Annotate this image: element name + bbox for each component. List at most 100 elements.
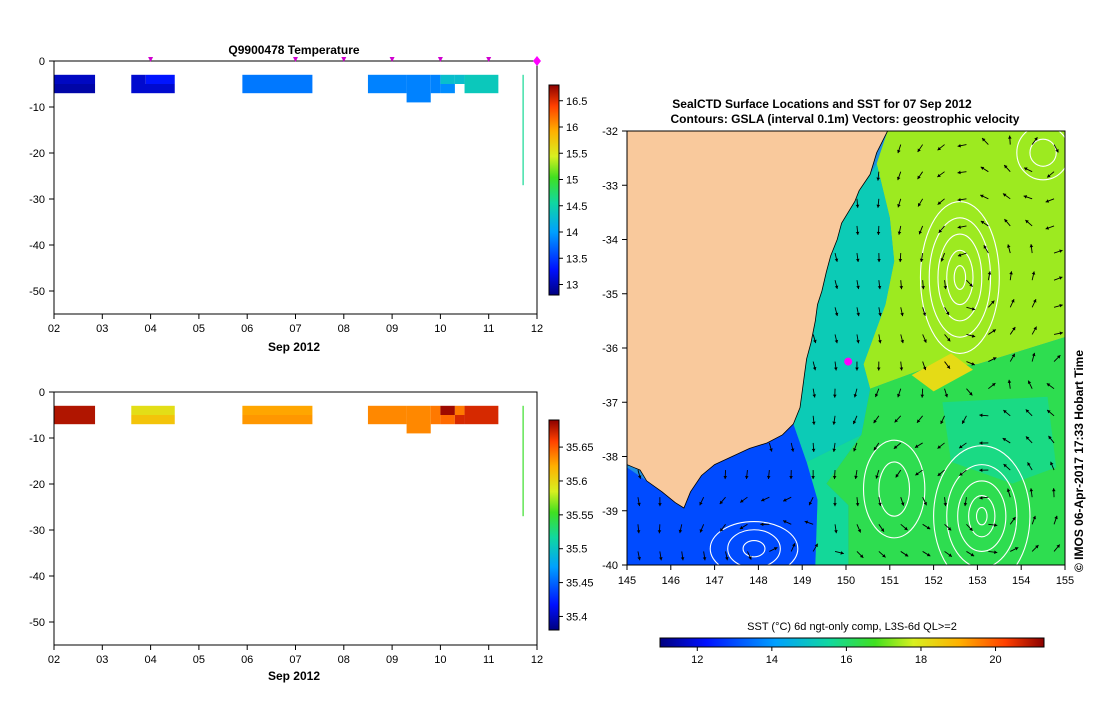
lat-tick-label: -34	[602, 235, 618, 247]
x-tick-label: 03	[96, 654, 108, 666]
colorbar-tick-label: 14	[566, 227, 578, 239]
x-tick-label: 10	[434, 654, 446, 666]
colorbar-tick-label: 35.5	[566, 544, 587, 556]
lat-tick-label: -39	[602, 506, 618, 518]
x-tick-label: 02	[48, 654, 60, 666]
colorbar-tick-label: 35.6	[566, 476, 587, 488]
data-cell	[440, 415, 454, 424]
colorbar-tick-label: 16	[566, 122, 578, 134]
y-tick-label: -20	[29, 479, 45, 491]
salinity-colorbar	[549, 420, 559, 630]
data-cell	[523, 75, 524, 185]
ctd-location-marker	[844, 358, 852, 366]
data-cell	[523, 406, 524, 516]
lon-tick-label: 146	[662, 575, 680, 587]
data-cell	[407, 406, 431, 434]
colorbar-tick-label: 15.5	[566, 148, 587, 160]
colorbar-tick-label: 35.4	[566, 611, 587, 623]
lat-tick-label: -35	[602, 289, 618, 301]
lat-tick-label: -37	[602, 397, 618, 409]
y-tick-label: -50	[29, 617, 45, 629]
lon-tick-label: 147	[705, 575, 723, 587]
x-tick-label: 11	[483, 323, 494, 335]
data-cell	[440, 84, 454, 93]
lat-tick-label: -36	[602, 343, 618, 355]
x-tick-label: 05	[193, 654, 205, 666]
y-tick-label: 0	[39, 56, 45, 68]
y-tick-label: -40	[29, 571, 45, 583]
salinity-plot-frame	[54, 392, 537, 645]
x-tick-label: 07	[289, 323, 301, 335]
data-cell	[131, 84, 174, 93]
data-cell	[465, 406, 499, 424]
map-colorbar-tick-label: 14	[766, 654, 778, 666]
salinity-cells	[54, 406, 524, 516]
x-tick-label: 04	[144, 654, 156, 666]
lat-tick-label: -32	[602, 126, 618, 138]
x-tick-label: 11	[483, 654, 494, 666]
colorbar-tick-label: 15	[566, 175, 578, 187]
lon-tick-label: 149	[793, 575, 811, 587]
data-cell	[131, 406, 174, 415]
data-cell	[465, 75, 499, 93]
y-tick-label: 0	[39, 387, 45, 399]
map-colorbar-tick-label: 12	[691, 654, 703, 666]
data-cell	[54, 406, 95, 424]
data-cell	[455, 406, 465, 415]
x-tick-label: 03	[96, 323, 108, 335]
map-colorbar-tick-label: 18	[915, 654, 927, 666]
lon-tick-label: 151	[881, 575, 899, 587]
data-cell	[54, 75, 95, 84]
data-cell	[440, 75, 454, 84]
x-tick-label: 08	[338, 654, 350, 666]
data-cell	[242, 406, 312, 415]
colorbar-tick-label: 35.65	[566, 442, 594, 454]
salinity-y-ticks: 0 -10 -20 -30 -40 -50	[29, 387, 54, 629]
temperature-title: Q9900478 Temperature	[228, 43, 360, 57]
data-cell	[455, 75, 465, 84]
lon-tick-label: 145	[618, 575, 636, 587]
y-tick-label: -30	[29, 525, 45, 537]
map-colorbar-label: SST (°C) 6d ngt-only comp, L3S-6d QL>=2	[747, 621, 957, 633]
x-tick-label: 06	[241, 323, 253, 335]
map-colorbar-tick-label: 16	[840, 654, 852, 666]
salinity-x-label: Sep 2012	[268, 669, 320, 683]
lon-tick-label: 154	[1012, 575, 1030, 587]
map-colorbar-ticks: 12 14 16 18 20	[691, 647, 1002, 666]
map-longitude-ticks: 145 146 147 148 149 150 151 152 153 154 155	[618, 565, 1074, 587]
data-cell	[54, 84, 95, 93]
temperature-y-ticks: 0-10-20-30-40-50	[29, 56, 54, 298]
lon-tick-label: 155	[1056, 575, 1074, 587]
data-cell	[431, 75, 441, 93]
data-cell	[431, 406, 441, 424]
lon-tick-label: 152	[924, 575, 942, 587]
salinity-colorbar-ticks: 35.65 35.6 35.55 35.5 35.45 35.4	[559, 442, 594, 623]
x-tick-label: 09	[386, 654, 398, 666]
lon-tick-label: 150	[837, 575, 855, 587]
lat-tick-label: -40	[602, 560, 618, 572]
colorbar-tick-label: 16.5	[566, 96, 587, 108]
map-title-line1: SealCTD Surface Locations and SST for 07…	[672, 97, 972, 111]
lat-tick-label: -33	[602, 180, 618, 192]
colorbar-tick-label: 35.55	[566, 510, 594, 522]
y-tick-label: -10	[29, 433, 45, 445]
imos-credit: © IMOS 06-Apr-2017 17:33 Hobart Time	[1072, 350, 1086, 572]
colorbar-tick-label: 35.45	[566, 578, 594, 590]
data-cell	[242, 415, 312, 424]
map-colorbar-tick-label: 20	[989, 654, 1001, 666]
data-cell	[440, 406, 454, 415]
temperature-x-label: Sep 2012	[268, 340, 320, 354]
colorbar-tick-label: 13.5	[566, 253, 587, 265]
x-tick-label: 02	[48, 323, 60, 335]
x-tick-label: 04	[144, 323, 156, 335]
data-cell	[455, 415, 465, 424]
x-tick-label: 08	[338, 323, 350, 335]
y-tick-label: -50	[29, 286, 45, 298]
lon-tick-label: 148	[749, 575, 767, 587]
lon-tick-label: 153	[968, 575, 986, 587]
y-tick-label: -10	[29, 102, 45, 114]
